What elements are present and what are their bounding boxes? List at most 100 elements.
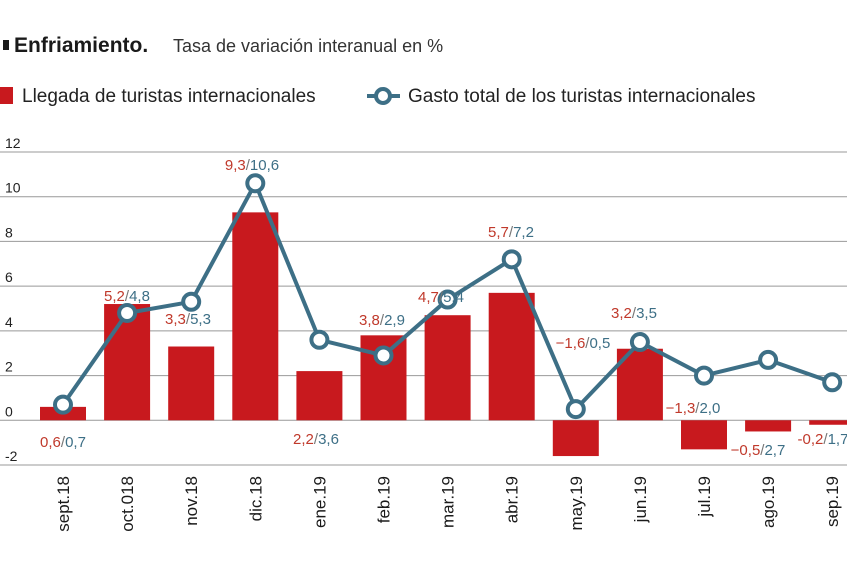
data-label-separator: / bbox=[380, 312, 385, 329]
data-label-line: 4,8 bbox=[129, 288, 150, 305]
legend: Llegada de turistas internacionales Gast… bbox=[0, 86, 755, 107]
data-label-line: 3,6 bbox=[318, 431, 339, 448]
data-label-line: 0,7 bbox=[65, 434, 86, 451]
data-label-line: 2,7 bbox=[764, 442, 785, 459]
line-point bbox=[629, 332, 650, 353]
x-tick-label: ene.19 bbox=[310, 476, 329, 528]
data-label-bar: −0,5 bbox=[731, 442, 761, 459]
y-tick-label: 8 bbox=[5, 224, 13, 240]
data-label-separator: / bbox=[823, 431, 828, 448]
data-label-separator: / bbox=[439, 289, 444, 306]
x-axis-ticks: sept.18 oct.018 nov.18 dic.18 ene.19 feb.19 ma… bbox=[54, 476, 842, 532]
data-label-bar: 3,3 bbox=[165, 311, 186, 328]
chart-header: Enfriamiento. Tasa de variación interanu… bbox=[3, 34, 443, 57]
data-labels: 0,6/0,75,2/4,83,3/5,39,3/10,62,2/3,63,8/… bbox=[40, 157, 847, 459]
data-label: −1,3/2,0 bbox=[666, 400, 721, 417]
x-tick-label: sept.18 bbox=[54, 476, 73, 532]
bar bbox=[296, 371, 343, 421]
data-label-bar: 5,2 bbox=[104, 288, 125, 305]
x-tick-label: ago.19 bbox=[759, 476, 778, 528]
x-tick-label: nov.18 bbox=[182, 476, 201, 526]
data-label-separator: / bbox=[314, 431, 319, 448]
bar bbox=[809, 420, 847, 425]
x-tick-label: mar.19 bbox=[439, 476, 458, 528]
data-label: −0,5/2,7 bbox=[731, 442, 786, 459]
bar bbox=[168, 346, 215, 421]
data-label-bar: -0,2 bbox=[798, 431, 824, 448]
line-point bbox=[309, 329, 330, 350]
data-label: 3,3/5,3 bbox=[165, 311, 211, 328]
y-axis-ticks: 12 10 8 6 4 2 0 -2 bbox=[5, 135, 21, 464]
line-point bbox=[565, 399, 586, 420]
chart-subtitle: Tasa de variación interanual en % bbox=[173, 36, 443, 56]
x-tick-label: may.19 bbox=[567, 476, 586, 531]
y-tick-label: -2 bbox=[5, 448, 18, 464]
data-label-separator: / bbox=[695, 400, 700, 417]
x-tick-label: sep.19 bbox=[823, 476, 842, 527]
x-tick-label: feb.19 bbox=[375, 476, 394, 523]
line-point bbox=[501, 249, 522, 270]
line-point bbox=[437, 289, 458, 310]
data-label-separator: / bbox=[509, 224, 514, 241]
data-label-line: 7,2 bbox=[513, 224, 534, 241]
data-label: 3,8/2,9 bbox=[359, 312, 405, 329]
data-label-separator: / bbox=[760, 442, 765, 459]
legend-bar-label: Llegada de turistas internacionales bbox=[22, 86, 316, 107]
line-point bbox=[117, 302, 138, 323]
line-point bbox=[822, 372, 843, 393]
data-label-bar: 9,3 bbox=[225, 157, 246, 174]
line-point bbox=[694, 365, 714, 386]
data-label-separator: / bbox=[632, 305, 637, 322]
data-label-line: 10,6 bbox=[250, 157, 279, 174]
line-point bbox=[181, 291, 202, 312]
data-label-bar: −1,6 bbox=[556, 335, 586, 352]
y-tick-label: 4 bbox=[5, 314, 13, 330]
data-label-line: 2,0 bbox=[699, 400, 720, 417]
title-marker bbox=[3, 40, 9, 50]
x-tick-label: jul.19 bbox=[695, 476, 714, 518]
data-label-line: 0,5 bbox=[589, 335, 610, 352]
data-label-separator: / bbox=[585, 335, 590, 352]
x-tick-label: jun.19 bbox=[631, 476, 650, 523]
data-label-line: 1,7 bbox=[828, 431, 847, 448]
data-label-bar: −1,3 bbox=[666, 400, 696, 417]
data-label: −1,6/0,5 bbox=[556, 335, 611, 352]
x-tick-label: oct.018 bbox=[118, 476, 137, 532]
line-point bbox=[373, 345, 394, 366]
data-label: 5,2/4,8 bbox=[104, 288, 150, 305]
data-label-bar: 0,6 bbox=[40, 434, 61, 451]
y-tick-label: 10 bbox=[5, 180, 21, 196]
legend-line-marker bbox=[374, 87, 392, 105]
line-point bbox=[758, 349, 779, 370]
data-label-separator: / bbox=[246, 157, 251, 174]
data-label-bar: 5,7 bbox=[488, 224, 509, 241]
bar bbox=[488, 292, 535, 421]
data-label: 3,2/3,5 bbox=[611, 305, 657, 322]
y-tick-label: 0 bbox=[5, 403, 13, 419]
data-label-bar: 3,8 bbox=[359, 312, 380, 329]
legend-bar-swatch bbox=[0, 87, 13, 104]
x-tick-label: abr.19 bbox=[503, 476, 522, 523]
data-label-line: 5,4 bbox=[443, 289, 464, 306]
bar bbox=[232, 212, 279, 421]
y-tick-label: 6 bbox=[5, 269, 13, 285]
data-label-separator: / bbox=[186, 311, 191, 328]
data-label: 2,2/3,6 bbox=[293, 431, 339, 448]
data-label-bar: 3,2 bbox=[611, 305, 632, 322]
bar bbox=[681, 420, 727, 450]
line-point bbox=[245, 173, 266, 194]
data-label: 9,3/10,6 bbox=[225, 157, 279, 174]
data-label-bar: 4,7 bbox=[418, 289, 439, 306]
data-label: 0,6/0,7 bbox=[40, 434, 86, 451]
data-label: 5,7/7,2 bbox=[488, 224, 534, 241]
legend-line-label: Gasto total de los turistas internaciona… bbox=[408, 86, 755, 107]
data-label-bar: 2,2 bbox=[293, 431, 314, 448]
x-tick-label: dic.18 bbox=[246, 476, 265, 521]
line-point bbox=[53, 394, 73, 415]
data-label-separator: / bbox=[61, 434, 66, 451]
chart-title: Enfriamiento. bbox=[14, 34, 148, 57]
data-label-line: 5,3 bbox=[190, 311, 211, 328]
data-label-line: 3,5 bbox=[636, 305, 657, 322]
bar bbox=[104, 304, 151, 421]
